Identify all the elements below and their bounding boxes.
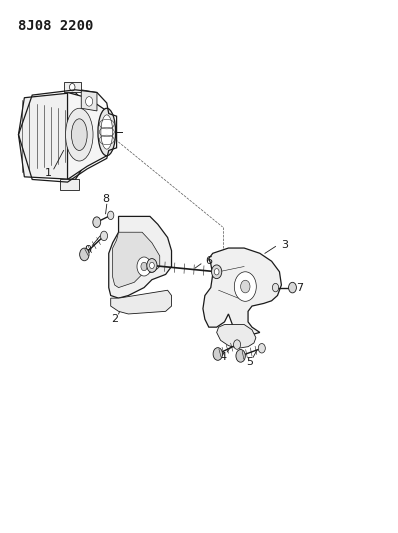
- Text: 2: 2: [111, 314, 118, 324]
- Polygon shape: [111, 290, 172, 314]
- Text: 5: 5: [246, 358, 253, 367]
- Text: 4: 4: [219, 352, 226, 362]
- Polygon shape: [64, 82, 81, 92]
- Circle shape: [213, 348, 222, 360]
- Circle shape: [241, 280, 250, 293]
- Ellipse shape: [72, 119, 87, 150]
- Text: 9: 9: [84, 245, 92, 255]
- Circle shape: [101, 231, 107, 241]
- Polygon shape: [68, 92, 107, 180]
- Circle shape: [137, 257, 151, 276]
- Polygon shape: [81, 90, 97, 111]
- Text: 6: 6: [205, 256, 212, 266]
- Text: 3: 3: [281, 240, 289, 251]
- Polygon shape: [109, 216, 172, 298]
- Circle shape: [70, 84, 75, 91]
- Circle shape: [212, 265, 222, 279]
- Ellipse shape: [98, 108, 115, 156]
- Circle shape: [147, 259, 157, 272]
- Text: 7: 7: [297, 282, 303, 293]
- Circle shape: [93, 217, 101, 228]
- Circle shape: [234, 340, 241, 349]
- Polygon shape: [203, 248, 281, 335]
- Ellipse shape: [66, 108, 93, 161]
- Circle shape: [141, 262, 147, 271]
- Polygon shape: [113, 232, 160, 288]
- Circle shape: [236, 350, 245, 362]
- Circle shape: [289, 282, 297, 293]
- Text: 8J08 2200: 8J08 2200: [18, 19, 94, 33]
- Circle shape: [258, 343, 265, 353]
- Circle shape: [214, 269, 219, 275]
- Circle shape: [80, 248, 89, 261]
- Text: 1: 1: [45, 167, 52, 177]
- Circle shape: [86, 96, 93, 106]
- Polygon shape: [18, 92, 87, 180]
- Ellipse shape: [101, 115, 113, 149]
- Circle shape: [107, 211, 114, 220]
- Circle shape: [150, 262, 154, 269]
- Circle shape: [272, 284, 279, 292]
- Text: 8: 8: [102, 194, 109, 204]
- Circle shape: [234, 272, 256, 301]
- Polygon shape: [217, 325, 256, 348]
- Polygon shape: [60, 180, 79, 190]
